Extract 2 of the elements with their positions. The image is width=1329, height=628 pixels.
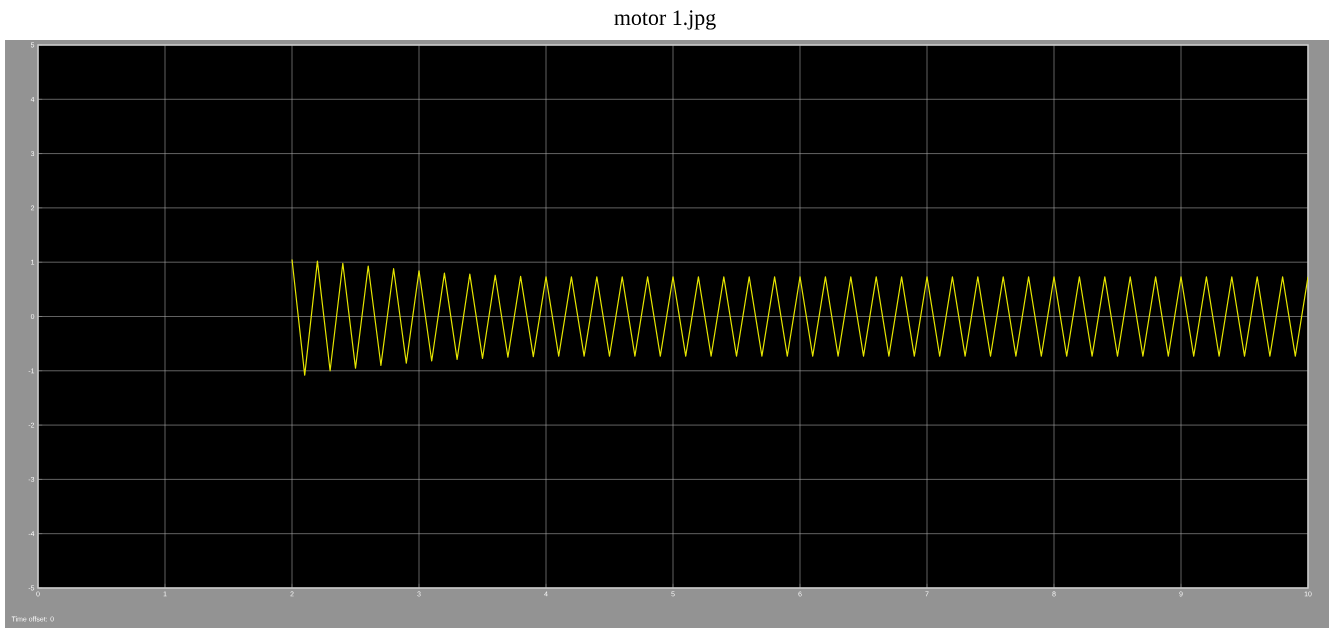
- line-series: [291, 258, 1309, 376]
- chart-title: motor 1.jpg: [614, 10, 716, 30]
